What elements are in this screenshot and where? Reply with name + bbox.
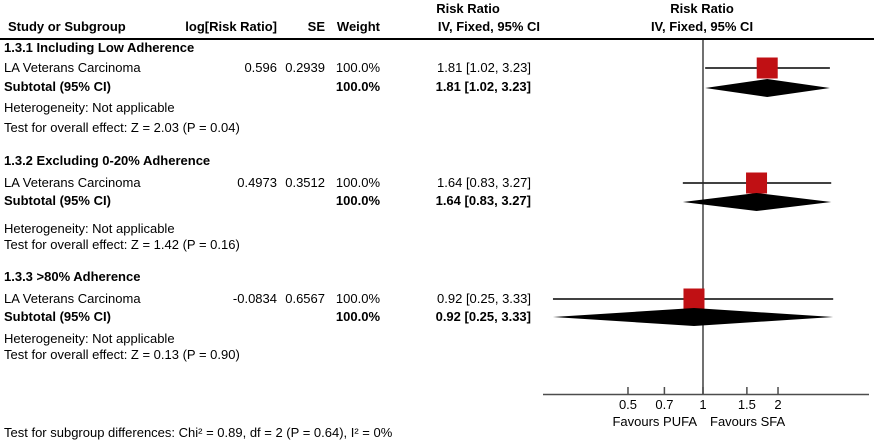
subtotal-row: Subtotal (95% CI) 100.0% 1.64 [0.83, 3.2… <box>0 194 874 208</box>
subtotal-weight: 100.0% <box>335 309 380 324</box>
x-axis-tick-label: 0.5 <box>619 397 637 412</box>
study-weight: 100.0% <box>335 291 380 306</box>
column-header-weight: Weight <box>336 19 380 34</box>
subtotal-row: Subtotal (95% CI) 100.0% 0.92 [0.25, 3.3… <box>0 310 874 324</box>
overall-effect-test: Test for overall effect: Z = 2.03 (P = 0… <box>4 120 240 135</box>
subgroup-differences-test: Test for subgroup differences: Chi² = 0.… <box>4 425 393 440</box>
study-se: 0.2939 <box>285 60 325 75</box>
plot-header-line2: IV, Fixed, 95% CI <box>650 19 754 34</box>
study-row: LA Veterans Carcinoma 0.596 0.2939 100.0… <box>0 61 874 75</box>
heterogeneity-note: Heterogeneity: Not applicable <box>4 100 175 115</box>
plot-header-line1: Risk Ratio <box>670 1 734 16</box>
heterogeneity-note: Heterogeneity: Not applicable <box>4 331 175 346</box>
subtotal-label: Subtotal (95% CI) <box>4 79 111 94</box>
x-axis-tick-label: 1 <box>699 397 706 412</box>
study-log-rr: -0.0834 <box>232 291 277 306</box>
column-header-se: SE <box>307 19 325 34</box>
study-name: LA Veterans Carcinoma <box>4 60 141 75</box>
overall-effect-test: Test for overall effect: Z = 0.13 (P = 0… <box>4 347 240 362</box>
subtotal-ci-text: 0.92 [0.25, 3.33] <box>435 309 531 324</box>
study-weight: 100.0% <box>335 175 380 190</box>
subtotal-ci-text: 1.64 [0.83, 3.27] <box>435 193 531 208</box>
overall-effect-test: Test for overall effect: Z = 1.42 (P = 0… <box>4 237 240 252</box>
study-name: LA Veterans Carcinoma <box>4 175 141 190</box>
subtotal-row: Subtotal (95% CI) 100.0% 1.81 [1.02, 3.2… <box>0 80 874 94</box>
study-weight: 100.0% <box>335 60 380 75</box>
subtotal-ci-text: 1.81 [1.02, 3.23] <box>435 79 531 94</box>
study-row: LA Veterans Carcinoma -0.0834 0.6567 100… <box>0 292 874 306</box>
effect-column-header-line1: Risk Ratio <box>436 1 500 16</box>
header-divider <box>0 38 874 40</box>
column-header-study: Study or Subgroup <box>8 19 126 34</box>
study-ci-text: 1.64 [0.83, 3.27] <box>437 175 531 190</box>
study-ci-text: 1.81 [1.02, 3.23] <box>437 60 531 75</box>
study-log-rr: 0.4973 <box>237 175 277 190</box>
subgroup-title: 1.3.2 Excluding 0-20% Adherence <box>4 153 211 168</box>
x-axis-tick-label: 0.7 <box>655 397 673 412</box>
column-header-ci: IV, Fixed, 95% CI <box>437 19 540 34</box>
subgroup-title: 1.3.1 Including Low Adherence <box>4 40 195 55</box>
x-axis-tick-label: 1.5 <box>738 397 756 412</box>
subtotal-weight: 100.0% <box>335 193 380 208</box>
x-axis-tick-label: 2 <box>774 397 781 412</box>
subtotal-label: Subtotal (95% CI) <box>4 309 111 324</box>
column-header-log-rr: log[Risk Ratio] <box>185 19 277 34</box>
subtotal-label: Subtotal (95% CI) <box>4 193 111 208</box>
study-name: LA Veterans Carcinoma <box>4 291 141 306</box>
study-ci-text: 0.92 [0.25, 3.33] <box>437 291 531 306</box>
subtotal-weight: 100.0% <box>335 79 380 94</box>
study-se: 0.6567 <box>285 291 325 306</box>
study-row: LA Veterans Carcinoma 0.4973 0.3512 100.… <box>0 176 874 190</box>
study-se: 0.3512 <box>285 175 325 190</box>
subgroup-title: 1.3.3 >80% Adherence <box>4 269 141 284</box>
heterogeneity-note: Heterogeneity: Not applicable <box>4 221 175 236</box>
study-log-rr: 0.596 <box>244 60 277 75</box>
